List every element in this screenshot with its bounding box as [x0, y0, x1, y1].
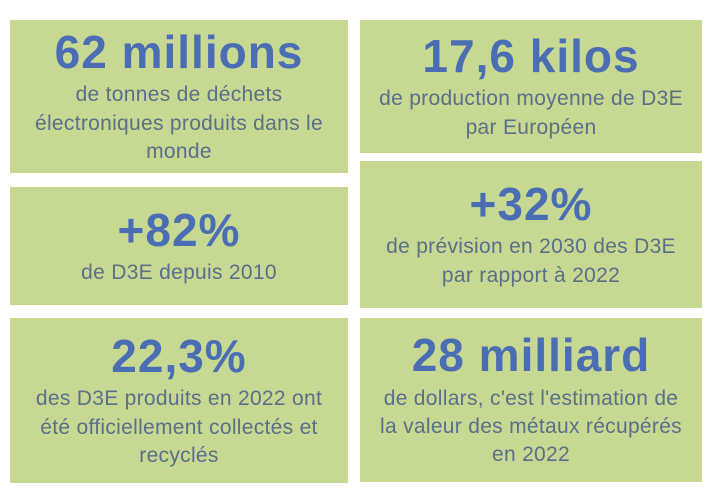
stat-description: des D3E produits en 2022 ont été officie…: [35, 387, 323, 467]
stat-value: +32%: [469, 177, 593, 230]
stat-value: 62 millions: [54, 25, 304, 78]
stat-value: +82%: [117, 203, 241, 256]
stat-card-collected-recycled-2022: 22,3% des D3E produits en 2022 ont été o…: [10, 318, 348, 483]
stat-card-forecast-2030: +32% de prévision en 2030 des D3E par ra…: [360, 161, 702, 308]
stat-description: de dollars, c'est l'estimation de la val…: [380, 386, 682, 467]
stat-value: 22,3%: [111, 329, 247, 382]
stat-value: 17,6 kilos: [422, 29, 640, 82]
stat-card-metal-value-2022: 28 milliard de dollars, c'est l'estimati…: [360, 318, 702, 482]
stat-description: de D3E depuis 2010: [81, 261, 277, 285]
stat-description: de production moyenne de D3E par Europée…: [379, 87, 683, 139]
stat-card-world-ewaste-total: 62 millions de tonnes de déchets électro…: [10, 20, 348, 173]
stat-card-increase-since-2010: +82% de D3E depuis 2010: [10, 187, 348, 305]
stat-value: 28 milliard: [411, 329, 651, 382]
stat-description: de prévision en 2030 des D3E par rapport…: [386, 235, 676, 287]
stat-description: de tonnes de déchets électroniques produ…: [34, 83, 323, 163]
stat-card-avg-production-per-european: 17,6 kilos de production moyenne de D3E …: [360, 20, 702, 153]
